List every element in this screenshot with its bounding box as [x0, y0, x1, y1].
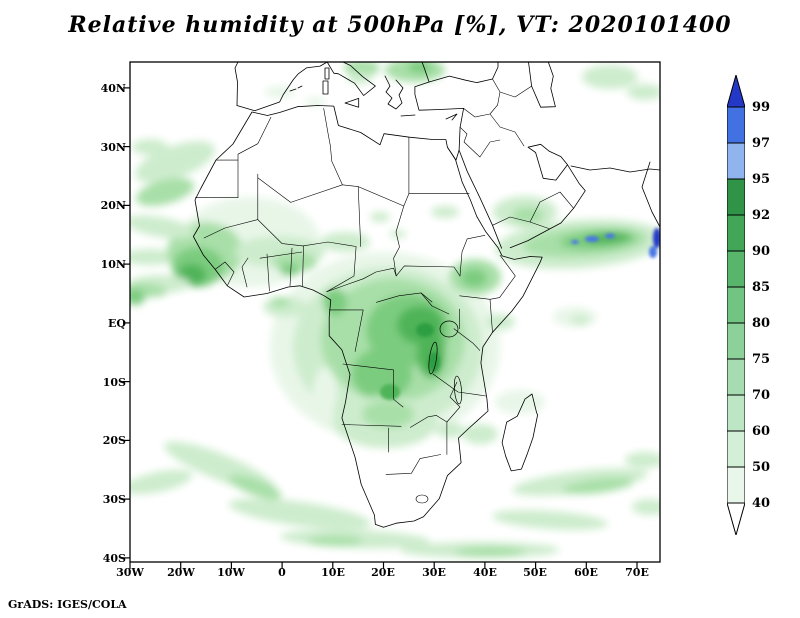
colorbar-label: 99 — [752, 100, 771, 115]
lon-tick-label: 0 — [278, 566, 286, 579]
attribution: GrADS: IGES/COLA — [8, 598, 127, 611]
colorbar-segment — [726, 322, 746, 360]
colorbar-label: 70 — [752, 388, 771, 403]
country-borders — [195, 108, 516, 504]
colorbar-label: 50 — [752, 460, 771, 475]
colorbar-segment — [726, 142, 746, 180]
lat-tick-label: 30S — [102, 493, 126, 506]
coastlines-borders — [193, 62, 660, 528]
lat-tick-label: 20N — [100, 199, 126, 212]
lat-tick-label: 40S — [102, 552, 126, 565]
colorbar-label: 80 — [752, 316, 771, 331]
lakes — [428, 320, 463, 405]
colorbar-segment — [726, 178, 746, 216]
figure-title: Relative humidity at 500hPa [%], VT: 202… — [68, 12, 732, 38]
lat-tick-label: 40N — [100, 82, 126, 95]
lon-tick-label: 70E — [625, 566, 649, 579]
lat-tick-label: EQ — [108, 317, 126, 330]
colorbar-segment — [726, 358, 746, 396]
colorbar-label: 97 — [752, 136, 771, 151]
colorbar-segment — [726, 286, 746, 324]
colorbar-label: 85 — [752, 280, 771, 295]
lon-tick-label: 30W — [116, 566, 144, 579]
colorbar-segment — [726, 214, 746, 252]
colorbar-scale — [726, 73, 746, 537]
map-plot — [123, 61, 661, 569]
colorbar-segment — [726, 466, 746, 504]
map-area — [123, 61, 661, 569]
colorbar: 99 97 95 92 90 85 80 75 70 60 50 40 — [726, 73, 797, 545]
lon-tick-label: 30E — [422, 566, 446, 579]
colorbar-segment — [726, 250, 746, 288]
lat-tick-label: 10S — [102, 376, 126, 389]
lat-tick-label: 30N — [100, 141, 126, 154]
lon-tick-label: 10E — [321, 566, 345, 579]
colorbar-label: 75 — [752, 352, 771, 367]
map-frame — [129, 61, 661, 563]
colorbar-segment — [726, 394, 746, 432]
colorbar-segment — [726, 430, 746, 468]
lon-tick-label: 20E — [371, 566, 395, 579]
colorbar-arrow-bottom — [726, 502, 746, 537]
africa-coastline — [193, 105, 543, 528]
humidity-field — [130, 62, 660, 558]
colorbar-segment — [726, 106, 746, 144]
colorbar-arrow-top — [726, 73, 746, 108]
colorbar-label: 92 — [752, 208, 771, 223]
lon-tick-label: 40E — [473, 566, 497, 579]
lon-tick-label: 20W — [167, 566, 195, 579]
madagascar-coastline — [501, 393, 538, 472]
colorbar-label: 90 — [752, 244, 771, 259]
lon-tick-label: 50E — [523, 566, 547, 579]
colorbar-label: 40 — [752, 496, 771, 511]
colorbar-label: 95 — [752, 172, 771, 187]
lat-tick-label: 20S — [102, 434, 126, 447]
lon-tick-label: 60E — [574, 566, 598, 579]
colorbar-label: 60 — [752, 424, 771, 439]
lat-tick-label: 10N — [100, 258, 126, 271]
lon-tick-label: 10W — [217, 566, 245, 579]
axis-ticks — [123, 87, 638, 569]
